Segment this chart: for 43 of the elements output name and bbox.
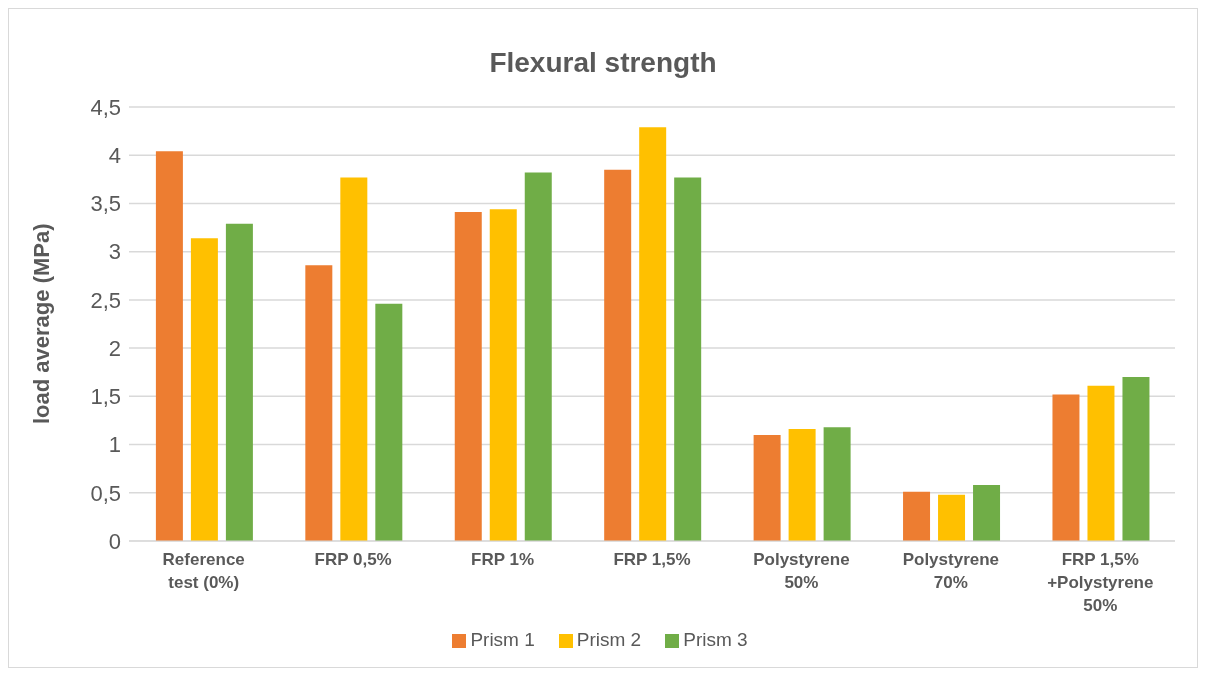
chart-title: Flexural strength — [488, 47, 718, 79]
bar — [190, 238, 218, 541]
bar — [524, 172, 552, 541]
bar — [305, 265, 333, 541]
bar — [788, 429, 816, 541]
y-tick-label: 0,5 — [90, 480, 121, 506]
bar — [1122, 377, 1150, 541]
y-tick-label: 2,5 — [90, 287, 121, 313]
bar — [604, 169, 632, 541]
y-tick-label: 3,5 — [90, 191, 121, 217]
bar — [674, 177, 702, 541]
x-tick-label: FRP 1,5% — [613, 550, 691, 569]
bar — [489, 209, 517, 541]
bar — [973, 485, 1001, 541]
x-tick-label: FRP 1,5% +Polystyrene 50% — [1047, 550, 1154, 615]
bar — [1052, 394, 1080, 541]
y-tick-label: 1,5 — [90, 384, 121, 410]
y-axis-title: load average (MPa) — [28, 223, 54, 424]
bar — [823, 427, 851, 541]
legend-label: Prism 2 — [576, 629, 642, 650]
x-tick-label: FRP 0,5% — [314, 550, 392, 569]
y-tick-label: 3 — [108, 239, 121, 265]
y-tick-label: 2 — [108, 335, 121, 361]
legend-label: Prism 3 — [683, 629, 748, 650]
bar — [155, 151, 183, 541]
x-tick-label: Reference test (0%) — [162, 550, 245, 592]
y-tick-label: 4 — [108, 143, 121, 169]
bar — [1087, 385, 1115, 541]
bar — [454, 212, 482, 541]
y-tick-label: 0 — [108, 528, 121, 554]
x-tick-label: Polystyrene 50% — [753, 550, 850, 592]
bar — [225, 223, 253, 541]
bar — [340, 177, 368, 541]
bar — [753, 434, 781, 541]
x-tick-label: Polystyrene 70% — [902, 550, 1000, 592]
y-tick-label: 1 — [108, 432, 121, 458]
legend-label: Prism 1 — [470, 629, 535, 650]
bar — [938, 494, 966, 541]
x-tick-label: FRP 1% — [471, 550, 535, 569]
bar — [639, 127, 667, 541]
y-tick-label: 4,5 — [90, 94, 121, 120]
bar — [903, 491, 931, 541]
bar — [375, 303, 403, 541]
